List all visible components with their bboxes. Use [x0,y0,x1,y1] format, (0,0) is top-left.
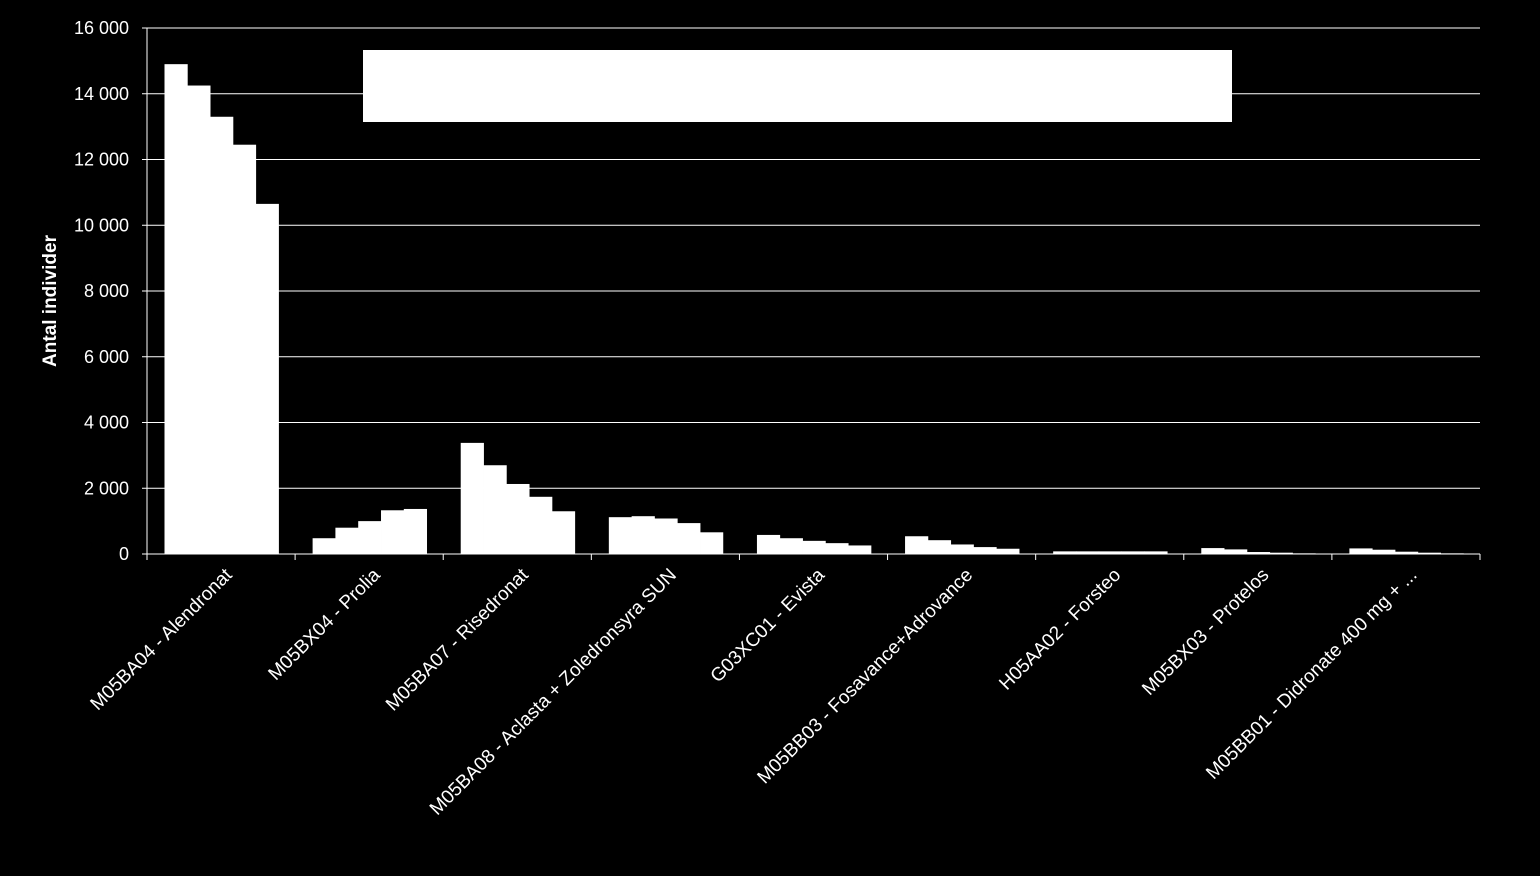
x-tick-label: M05BA08 - Aclasta + Zoledronsyra SUN [426,565,681,820]
bar [631,516,655,554]
bar [756,534,781,554]
bar [506,483,530,554]
bar [460,442,484,554]
y-tick-labels: 0 2 000 4 000 6 000 8 000 10 000 12 000 14 000 1… [74,18,129,564]
bar [825,543,849,554]
bar [164,64,188,554]
x-tick-label: M05BX03 - Protelos [1138,565,1273,700]
bar [187,85,211,554]
bar [232,144,257,555]
bar [335,527,359,554]
bar [1121,551,1145,554]
bar [1053,551,1077,554]
x-tick-label: G03XC01 - Evista [707,564,830,687]
y-tick-label: 0 [119,544,129,564]
legend-box [363,50,1232,122]
bar [1075,551,1100,554]
bar [1201,548,1225,554]
y-tick-label: 8 000 [84,281,129,301]
bar [483,465,507,554]
bar [1417,552,1441,554]
x-tick-label: M05BA04 - Alendronat [87,564,238,715]
x-tick-label: M05BA07 - Risedronat [382,564,533,715]
bar [779,538,803,554]
bar [677,523,701,554]
bar [996,548,1020,554]
bar [312,538,336,554]
x-tick-labels: M05BA04 - Alendronat M05BX04 - ProliaM05B… [87,564,1422,819]
bar [551,511,576,554]
bar [700,532,724,554]
y-tick-label: 10 000 [74,215,129,235]
bar [529,496,553,554]
bar [381,510,405,554]
bar [1224,549,1248,554]
y-axis-label: Antal individer [40,234,61,367]
bar [1269,552,1293,554]
bar [1394,551,1419,554]
bar [1246,552,1271,554]
bar [255,203,279,554]
bar [1349,548,1373,554]
y-tick-label: 4 000 [84,413,129,433]
bar [927,540,952,554]
bar [848,545,872,554]
y-tick-label: 2 000 [84,478,129,498]
bar [608,517,633,554]
bar [358,521,382,554]
bar [403,508,428,554]
bars [164,64,1464,555]
y-tick-label: 12 000 [74,150,129,170]
bar [802,540,826,554]
bar [950,544,974,554]
bar [905,536,929,554]
bar [1372,549,1396,554]
bar [973,547,997,554]
bar [1144,551,1168,554]
y-tick-label: 6 000 [84,347,129,367]
x-tick-label: H05AA02 - Forsteo [995,565,1125,695]
y-tick-label: 16 000 [74,18,129,38]
bar [210,116,234,554]
bar [654,518,678,554]
bar [1098,551,1122,554]
y-tick-label: 14 000 [74,84,129,104]
axes [142,27,1481,560]
x-tick-label: M05BX04 - Prolia [265,564,385,684]
